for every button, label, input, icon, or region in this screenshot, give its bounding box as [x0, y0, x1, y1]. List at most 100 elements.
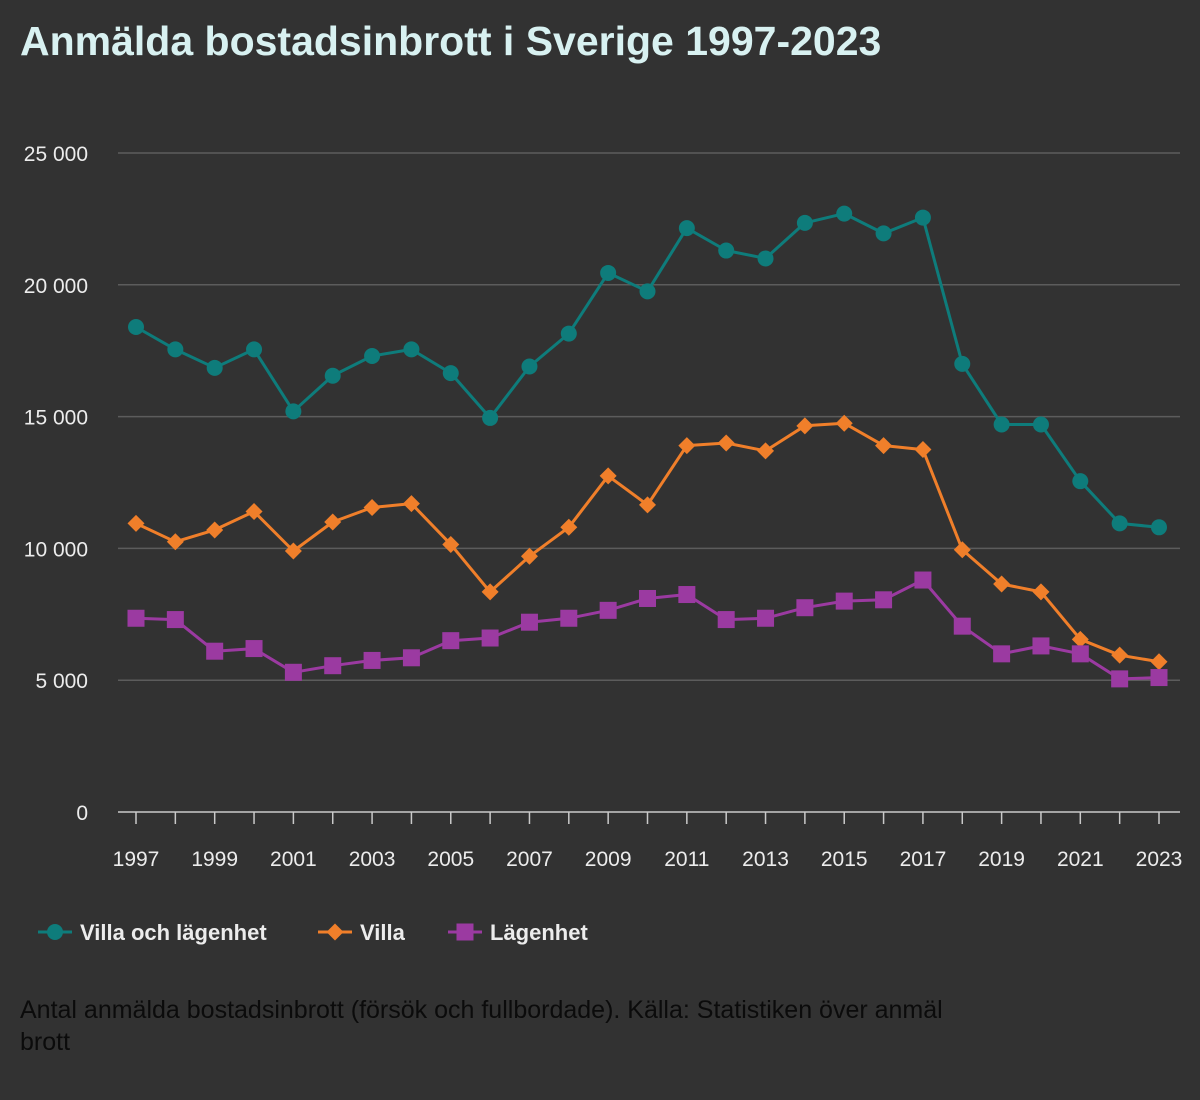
x-tick-label: 2023 — [1136, 848, 1183, 871]
series-line — [135, 421, 1160, 664]
data-point — [127, 514, 145, 532]
data-point — [285, 403, 302, 420]
data-point — [1150, 653, 1168, 671]
data-point — [914, 571, 932, 589]
y-tick-label: 5 000 — [35, 670, 88, 693]
data-point — [1111, 670, 1129, 688]
data-point — [481, 629, 499, 647]
data-point — [757, 250, 774, 267]
x-tick-label: 2017 — [900, 848, 947, 871]
data-point — [914, 209, 931, 226]
x-tick-label: 2003 — [349, 848, 396, 871]
legend-marker — [326, 923, 344, 941]
x-tick-label: 2005 — [427, 848, 474, 871]
y-tick-label: 15 000 — [24, 407, 88, 430]
legend-marker — [47, 924, 63, 940]
data-point — [639, 496, 656, 514]
data-point — [363, 651, 381, 669]
x-tick-label: 2015 — [821, 848, 868, 871]
data-point — [639, 589, 656, 607]
data-point — [520, 547, 538, 565]
data-point — [442, 365, 459, 382]
series-3 — [127, 571, 1168, 688]
data-point — [167, 341, 184, 358]
caption-line-1: Antal anmälda bostadsinbrott (försök och… — [20, 996, 943, 1024]
data-point — [835, 592, 853, 610]
data-point — [835, 414, 853, 432]
chart-title: Anmälda bostadsinbrott i Sverige 1997-20… — [20, 18, 882, 64]
data-point — [402, 649, 420, 667]
x-tick-label: 2021 — [1057, 848, 1104, 871]
data-point — [600, 264, 617, 281]
x-tick-label: 2011 — [664, 848, 709, 871]
legend-label: Villa — [360, 920, 406, 945]
data-point — [599, 467, 617, 485]
chart-caption: Antal anmälda bostadsinbrott (försök och… — [20, 994, 1190, 1058]
legend-item-3: Lägenhet — [448, 920, 588, 945]
data-point — [678, 437, 696, 455]
data-point — [364, 347, 381, 364]
y-tick-label: 25 000 — [24, 143, 88, 166]
x-tick-label: 2001 — [270, 848, 317, 871]
data-point — [363, 499, 381, 517]
data-point — [1111, 515, 1128, 532]
data-point — [1072, 473, 1089, 490]
data-point — [127, 609, 145, 627]
x-tick-label: 2009 — [585, 848, 632, 871]
legend-marker — [456, 923, 474, 941]
data-point — [718, 242, 735, 259]
data-point — [1032, 637, 1050, 655]
data-point — [560, 518, 578, 536]
data-point — [206, 521, 224, 539]
data-point — [324, 367, 341, 384]
data-point — [796, 599, 814, 617]
data-point — [993, 645, 1011, 663]
data-point — [166, 611, 184, 629]
data-point — [639, 283, 656, 300]
data-point — [836, 205, 853, 222]
data-point — [128, 318, 144, 335]
data-point — [953, 541, 971, 559]
series-layer — [127, 205, 1168, 688]
data-point — [1150, 669, 1168, 687]
y-tick-label: 10 000 — [24, 538, 88, 561]
data-point — [284, 542, 302, 560]
data-point — [166, 533, 184, 551]
x-tick-label: 1997 — [113, 848, 160, 871]
data-point — [953, 617, 971, 635]
line-chart: 0 5 000 10 000 15 000 20 000 25 000 1997 1999 20… — [24, 143, 1183, 945]
data-point — [757, 442, 775, 460]
data-point — [521, 358, 538, 375]
x-tick-label: 1999 — [191, 848, 238, 871]
legend-item-2: Villa — [318, 920, 406, 945]
data-point — [757, 609, 775, 627]
data-point — [284, 663, 302, 681]
series-line — [135, 212, 1160, 529]
data-point — [246, 341, 263, 358]
series-2 — [127, 414, 1168, 671]
data-point — [717, 434, 735, 452]
data-point — [324, 657, 342, 675]
data-point — [520, 613, 538, 631]
data-point — [993, 416, 1010, 433]
data-point — [442, 535, 460, 553]
data-point — [245, 640, 263, 658]
data-point — [206, 642, 224, 660]
data-point — [402, 495, 420, 513]
data-point — [442, 632, 460, 650]
data-point — [560, 325, 577, 342]
x-tick-label: 2013 — [742, 848, 789, 871]
data-point — [914, 441, 932, 459]
data-point — [875, 225, 892, 242]
series-1 — [128, 205, 1167, 536]
data-point — [324, 513, 342, 531]
y-tick-label: 20 000 — [24, 275, 88, 298]
legend-label: Lägenhet — [490, 920, 588, 945]
data-point — [481, 583, 499, 601]
data-point — [1032, 583, 1050, 601]
data-point — [1071, 645, 1089, 663]
data-point — [717, 611, 735, 629]
data-point — [1111, 646, 1129, 664]
data-point — [678, 586, 696, 604]
axes: 0 5 000 10 000 15 000 20 000 25 000 1997 1999 20… — [24, 143, 1183, 871]
